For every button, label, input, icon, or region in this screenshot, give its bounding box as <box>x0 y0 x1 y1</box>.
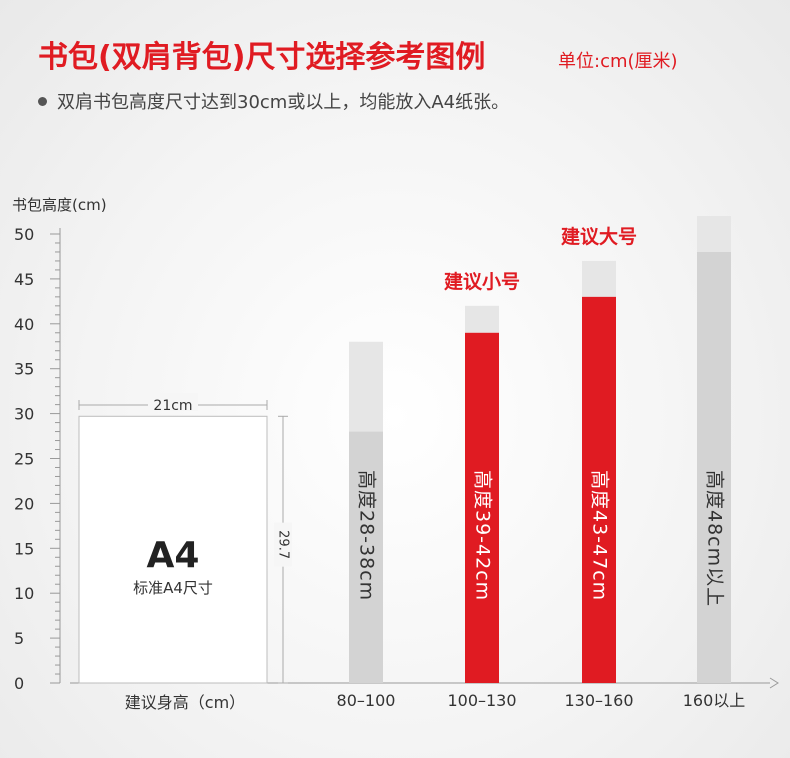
x-axis-arrow-icon <box>769 677 779 689</box>
a4-height-label: 29.7 <box>276 530 291 559</box>
a4-width-label: 21cm <box>153 398 192 414</box>
bullet-icon <box>38 96 47 106</box>
bar-label: 高度48cm以上 <box>704 470 726 607</box>
y-tick-label: 50 <box>14 225 34 244</box>
x-tick-label: 160以上 <box>683 691 746 710</box>
y-tick-label: 10 <box>14 584 34 603</box>
bar-annotation: 建议小号 <box>444 270 520 293</box>
bar-annotation: 建议大号 <box>561 225 637 248</box>
a4-title: A4 <box>147 535 200 576</box>
y-axis-label: 书包高度(cm) <box>12 196 107 214</box>
y-tick-label: 5 <box>14 629 24 648</box>
x-tick-label: 130–160 <box>564 691 633 710</box>
bar <box>465 332 499 683</box>
bar-label: 高度39-42cm <box>472 470 494 601</box>
y-tick-label: 0 <box>14 674 24 693</box>
bar-range-segment <box>582 260 616 297</box>
a4-width-label-bg <box>148 393 198 411</box>
bar-range-segment <box>465 305 499 333</box>
y-tick-label: 40 <box>14 315 34 334</box>
x-tick-label: 80–100 <box>337 691 396 710</box>
y-tick-label: 45 <box>14 270 34 289</box>
x-axis-label: 建议身高（cm） <box>125 693 245 712</box>
a4-height-label-bg <box>274 522 292 567</box>
bar <box>582 296 616 683</box>
note-text: 双肩书包高度尺寸达到30cm或以上，均能放入A4纸张。 <box>57 92 510 113</box>
a4-reference-sheet <box>78 415 268 684</box>
bar <box>349 431 383 683</box>
y-tick-label: 30 <box>14 405 34 424</box>
y-tick-label: 35 <box>14 360 34 379</box>
x-tick-label: 100–130 <box>447 691 516 710</box>
bar-range-segment <box>697 216 731 252</box>
bar-range-segment <box>349 341 383 432</box>
y-tick-label: 15 <box>14 539 34 558</box>
y-tick-label: 25 <box>14 450 34 469</box>
a4-subtitle: 标准A4尺寸 <box>133 579 213 597</box>
unit-label: 单位:cm(厘米) <box>558 51 678 72</box>
bar-label: 高度43-47cm <box>589 470 611 601</box>
page-title: 书包(双肩背包)尺寸选择参考图例 <box>38 40 486 75</box>
bar-label: 高度28-38cm <box>356 470 378 601</box>
bar <box>697 251 731 683</box>
y-tick-label: 20 <box>14 494 34 513</box>
note-row: 双肩书包高度尺寸达到30cm或以上，均能放入A4纸张。 <box>38 88 509 114</box>
